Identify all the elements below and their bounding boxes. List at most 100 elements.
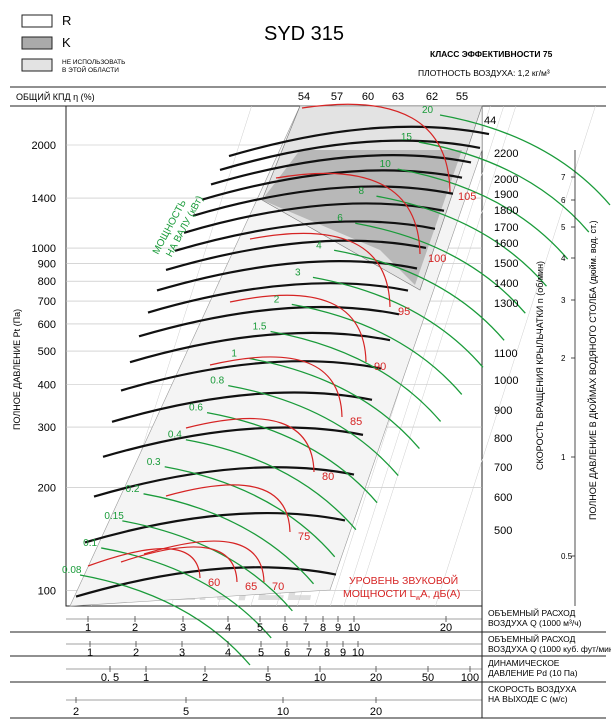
rpm-tick: 1700 bbox=[494, 222, 518, 234]
pressure-tick: 800 bbox=[38, 276, 56, 288]
scale-label: ВОЗДУХА Q (1000 м³/ч) bbox=[488, 618, 582, 628]
speed-curve bbox=[75, 566, 337, 598]
rpm-tick: 1300 bbox=[494, 298, 518, 310]
scale-tick: 5 bbox=[183, 706, 189, 718]
scale-tick: 20 bbox=[440, 622, 452, 634]
scale-tick: 7 bbox=[306, 647, 312, 659]
sound-curve bbox=[165, 484, 291, 533]
inch-tick: 7 bbox=[561, 173, 566, 182]
inch-tick: 1 bbox=[561, 453, 566, 462]
sound-curve bbox=[185, 417, 315, 473]
sound-curve-label: 90 bbox=[374, 361, 386, 373]
pressure-tick: 900 bbox=[38, 259, 56, 271]
inch-axis: 7 6 5 4 3 2 1 0.5 bbox=[561, 150, 576, 606]
rpm-tick: 1600 bbox=[494, 238, 518, 250]
sound-curve bbox=[229, 294, 367, 363]
scale-tick: 2 bbox=[202, 672, 208, 684]
scale-tick: 10 bbox=[314, 672, 326, 684]
sound-curve bbox=[120, 546, 238, 583]
rpm-tick: 1000 bbox=[494, 375, 518, 387]
scale-tick: 9 bbox=[340, 647, 346, 659]
pressure-tick: 2000 bbox=[32, 140, 56, 152]
efficiency-tick: 62 bbox=[426, 91, 438, 103]
power-curve bbox=[270, 330, 442, 422]
sound-curve bbox=[143, 540, 265, 583]
speed-curve bbox=[138, 305, 400, 338]
power-curve-label: 0.08 bbox=[62, 565, 82, 576]
scale-tick: 3 bbox=[180, 622, 186, 634]
pressure-axis-label: ПОЛНОЕ ДАВЛЕНИЕ Pt (Па) bbox=[12, 309, 22, 430]
scale-tick: 9 bbox=[335, 622, 341, 634]
pressure-tick: 1000 bbox=[32, 243, 56, 255]
sound-curve bbox=[209, 356, 343, 418]
model-title: SYD 315 bbox=[264, 23, 344, 45]
power-curve bbox=[122, 520, 293, 612]
legend-label-r: R bbox=[62, 13, 71, 28]
scale-tick: 10 bbox=[348, 622, 360, 634]
speed-curve bbox=[183, 202, 445, 234]
power-curve-label: 1 bbox=[231, 349, 237, 360]
power-curves bbox=[79, 114, 611, 666]
power-curve-label: 0.1 bbox=[83, 538, 97, 549]
power-curve bbox=[206, 412, 378, 504]
legend-label-k: K bbox=[62, 35, 71, 50]
speed-curve bbox=[120, 360, 382, 392]
scale-tick: 0. 5 bbox=[101, 672, 119, 684]
speed-curve bbox=[147, 282, 409, 314]
pressure-tick: 100 bbox=[38, 585, 56, 597]
rpm-tick: 2200 bbox=[494, 148, 518, 160]
sound-curve-label: 80 bbox=[322, 471, 334, 483]
power-curve bbox=[79, 574, 251, 666]
power-curve-label: 1.5 bbox=[253, 321, 267, 332]
efficiency-tick: 63 bbox=[392, 91, 404, 103]
efficiency-axis-label: ОБЩИЙ КПД η (%) bbox=[16, 91, 95, 102]
scale-tick: 2 bbox=[132, 622, 138, 634]
power-curve-label: 0.6 bbox=[189, 403, 203, 414]
rpm-tick: 900 bbox=[494, 405, 512, 417]
power-curve-label: 0.4 bbox=[168, 430, 182, 441]
pressure-tick: 400 bbox=[38, 379, 56, 391]
power-curve bbox=[312, 276, 484, 368]
power-curve bbox=[143, 493, 315, 585]
rpm-tick: 1900 bbox=[494, 189, 518, 201]
sound-curve-label: 85 bbox=[350, 416, 362, 428]
rpm-tick: 2000 bbox=[494, 174, 518, 186]
legend-swatch-k bbox=[21, 36, 53, 50]
scale-tick: 10 bbox=[352, 647, 364, 659]
speed-curve bbox=[84, 511, 346, 544]
inch-tick: 6 bbox=[561, 196, 566, 205]
scale-tick: 1 bbox=[85, 622, 91, 634]
power-curve bbox=[397, 168, 569, 260]
scale-tick: 50 bbox=[422, 672, 434, 684]
power-curve-label: 15 bbox=[401, 132, 413, 143]
air-density: ПЛОТНОСТЬ ВОЗДУХА: 1,2 кг/м³ bbox=[418, 68, 550, 78]
scale-label: ВОЗДУХА Q (1000 куб. фут/мин) bbox=[488, 644, 611, 654]
power-curve-label: 0.8 bbox=[210, 376, 224, 387]
inch-tick: 4 bbox=[561, 254, 566, 263]
scale-label: СКОРОСТЬ ВОЗДУХА bbox=[488, 684, 577, 694]
sound-curve-label: 70 bbox=[272, 581, 284, 593]
pressure-tick: 700 bbox=[38, 296, 56, 308]
power-curve bbox=[334, 249, 505, 341]
sound-curve-label: 95 bbox=[398, 306, 410, 318]
rpm-tick: 1800 bbox=[494, 205, 518, 217]
speed-curve bbox=[228, 125, 490, 158]
scale-tick: 8 bbox=[324, 647, 330, 659]
sound-curves bbox=[87, 103, 451, 583]
power-curve-label: 0.15 bbox=[104, 511, 124, 522]
scale-tick: 20 bbox=[370, 672, 382, 684]
scale-label: НА ВЫХОДЕ С (м/с) bbox=[488, 694, 568, 704]
rpm-tick: 500 bbox=[494, 525, 512, 537]
power-curve-label: 2 bbox=[274, 294, 280, 305]
scale-tick: 2 bbox=[133, 647, 139, 659]
efficiency-tick: 55 bbox=[456, 91, 468, 103]
scale-tick: 6 bbox=[282, 622, 288, 634]
flow-grid-line bbox=[435, 105, 596, 607]
speed-curve bbox=[210, 154, 472, 186]
flow-grid-line bbox=[343, 105, 505, 607]
scale-tick: 100 bbox=[461, 672, 479, 684]
rpm-axis-label: СКОРОСТЬ ВРАЩЕНИЯ КРЫЛЬЧАТКИ n (об/мин) bbox=[535, 261, 545, 470]
speed-curve bbox=[174, 220, 436, 252]
scale-tick: 1 bbox=[87, 647, 93, 659]
